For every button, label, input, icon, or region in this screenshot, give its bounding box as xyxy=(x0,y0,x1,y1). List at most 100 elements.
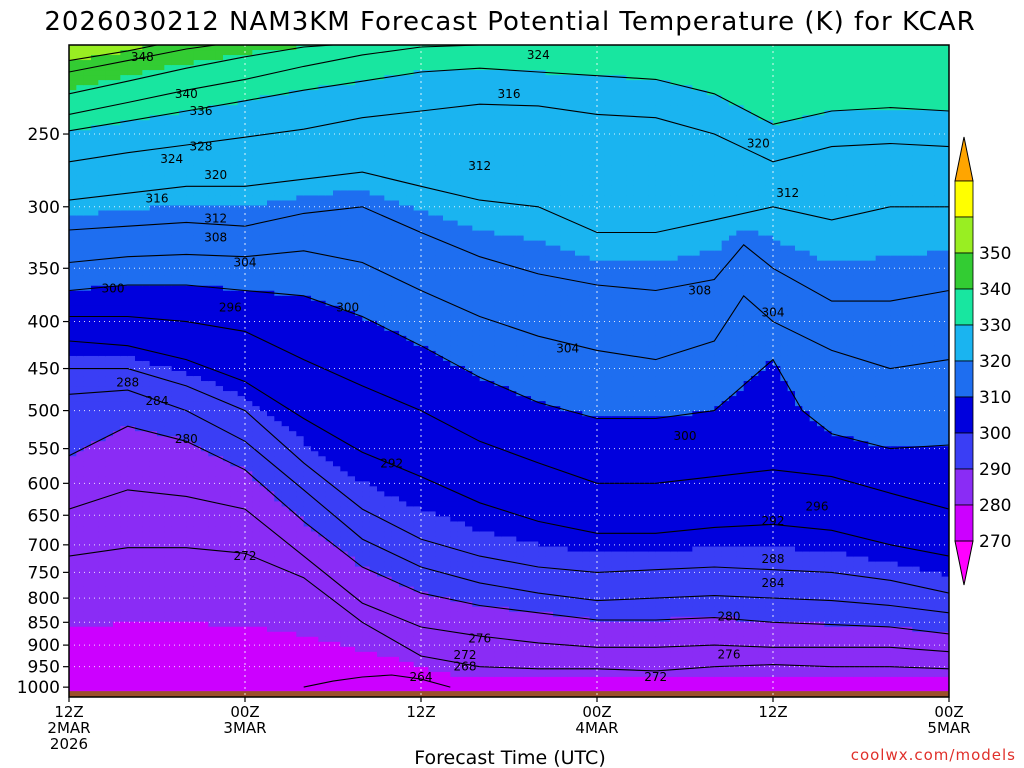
field-cell xyxy=(135,666,144,673)
field-cell xyxy=(91,506,100,513)
field-cell xyxy=(69,220,78,227)
field-cell xyxy=(267,345,276,352)
field-cell xyxy=(69,190,78,197)
field-cell xyxy=(215,150,224,157)
field-cell xyxy=(157,456,166,462)
field-cell xyxy=(113,541,122,548)
field-cell xyxy=(215,441,224,447)
field-cell xyxy=(303,45,312,51)
field-cell xyxy=(201,421,210,427)
field-cell xyxy=(252,165,261,172)
field-cell xyxy=(223,501,232,508)
field-cell xyxy=(91,295,100,302)
field-cell xyxy=(237,381,246,387)
field-cell xyxy=(127,511,136,518)
field-cell xyxy=(223,421,232,427)
field-cell xyxy=(171,411,180,417)
field-cell xyxy=(201,290,210,297)
field-cell xyxy=(281,491,290,498)
field-cell xyxy=(76,681,85,688)
field-cell xyxy=(340,601,349,608)
field-cell xyxy=(135,481,144,488)
field-cell xyxy=(120,300,129,307)
field-cell xyxy=(164,165,173,172)
field-cell xyxy=(113,285,122,292)
field-cell xyxy=(347,85,356,91)
field-cell xyxy=(179,360,188,367)
field-cell xyxy=(311,556,320,563)
field-cell xyxy=(164,345,173,352)
field-cell xyxy=(208,180,217,187)
field-cell xyxy=(281,531,290,538)
field-cell xyxy=(135,120,144,126)
field-cell xyxy=(223,60,232,66)
field-cell xyxy=(91,676,100,683)
field-cell xyxy=(325,225,334,232)
field-cell xyxy=(149,576,158,583)
field-cell xyxy=(171,666,180,673)
field-cell xyxy=(303,621,312,628)
field-cell xyxy=(274,661,283,668)
field-cell xyxy=(303,300,312,307)
field-cell xyxy=(252,125,261,131)
field-cell xyxy=(83,601,92,608)
field-cell xyxy=(201,260,210,267)
field-cell xyxy=(83,345,92,352)
field-cell xyxy=(164,406,173,412)
field-cell xyxy=(179,345,188,352)
field-cell xyxy=(267,55,276,61)
field-cell xyxy=(193,646,202,653)
field-cell xyxy=(274,606,283,613)
field-cell xyxy=(76,190,85,197)
field-cell xyxy=(245,90,254,96)
field-cell xyxy=(76,581,85,588)
field-cell xyxy=(208,265,217,272)
field-cell xyxy=(69,511,78,518)
field-cell xyxy=(91,426,100,432)
field-cell xyxy=(252,371,261,377)
field-cell xyxy=(333,170,342,177)
field-cell xyxy=(223,431,232,437)
field-cell xyxy=(179,250,188,257)
field-cell xyxy=(223,671,232,678)
field-cell xyxy=(127,50,136,56)
field-cell xyxy=(179,656,188,663)
field-cell xyxy=(303,255,312,262)
field-cell xyxy=(318,85,327,91)
field-cell xyxy=(230,426,239,432)
field-cell xyxy=(281,406,290,412)
field-cell xyxy=(311,421,320,427)
field-cell xyxy=(245,270,254,277)
field-cell xyxy=(127,275,136,282)
field-cell xyxy=(98,526,107,533)
field-cell xyxy=(333,671,342,678)
field-cell xyxy=(311,140,320,147)
field-cell xyxy=(274,55,283,61)
field-cell xyxy=(303,285,312,292)
field-cell xyxy=(171,656,180,663)
field-cell xyxy=(252,446,261,452)
field-cell xyxy=(289,521,298,528)
field-cell xyxy=(318,110,327,116)
field-cell xyxy=(171,300,180,307)
field-cell xyxy=(91,616,100,623)
field-cell xyxy=(76,155,85,162)
field-cell xyxy=(113,125,122,131)
field-cell xyxy=(105,461,114,467)
field-cell xyxy=(259,145,268,152)
field-cell xyxy=(164,305,173,312)
field-cell xyxy=(83,666,92,673)
field-cell xyxy=(333,270,342,277)
field-cell xyxy=(113,230,122,237)
field-cell xyxy=(142,60,151,66)
field-cell xyxy=(142,160,151,167)
field-cell xyxy=(208,576,217,583)
field-cell xyxy=(259,180,268,187)
field-cell xyxy=(318,225,327,232)
field-cell xyxy=(230,536,239,543)
field-cell xyxy=(318,160,327,167)
field-cell xyxy=(237,95,246,101)
field-cell xyxy=(157,70,166,76)
field-cell xyxy=(325,616,334,623)
field-cell xyxy=(171,260,180,267)
